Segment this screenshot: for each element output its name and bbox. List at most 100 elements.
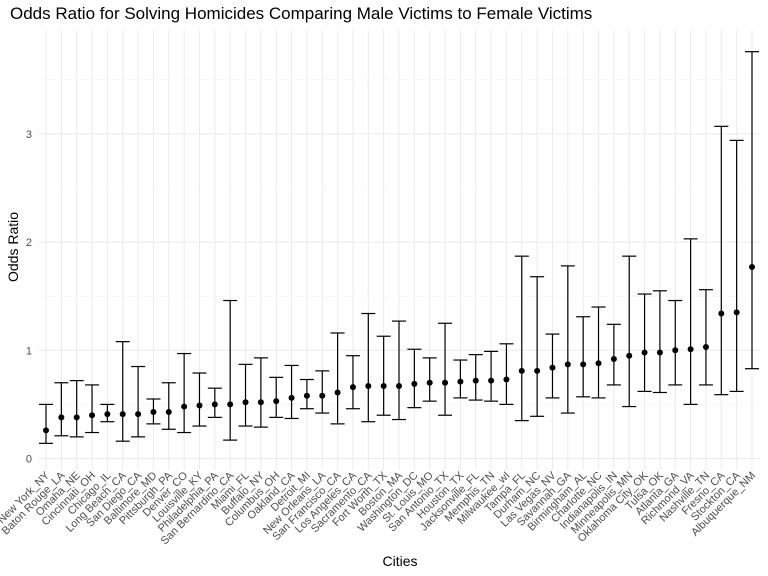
odds-ratio-point [396, 383, 402, 390]
odds-ratio-point [718, 310, 725, 317]
odds-ratio-point [457, 378, 464, 385]
y-tick-label: 1 [26, 345, 32, 357]
error-bar [468, 354, 483, 401]
error-bar [131, 365, 146, 438]
error-bar [499, 343, 514, 405]
error-bar [253, 357, 268, 428]
odds-ratio-point [488, 377, 495, 384]
y-tick-label: 3 [26, 129, 32, 141]
odds-ratio-points [43, 263, 755, 434]
odds-ratio-point [656, 349, 663, 356]
odds-ratio-point [119, 411, 126, 418]
error-bar [192, 372, 207, 427]
odds-ratio-point [626, 352, 633, 359]
odds-ratio-point [135, 411, 142, 418]
odds-ratio-point [610, 355, 617, 362]
odds-ratio-point [288, 394, 295, 401]
error-bar [668, 299, 683, 386]
error-bar [652, 290, 667, 394]
y-tick-label: 2 [26, 237, 32, 249]
odds-ratio-point [303, 392, 310, 399]
odds-ratio-point [73, 414, 80, 421]
error-bar [514, 255, 529, 422]
odds-ratio-point [442, 379, 449, 386]
error-bar [530, 276, 545, 417]
error-bar [683, 238, 698, 405]
error-bar [484, 350, 499, 402]
error-bar [745, 51, 759, 370]
odds-ratio-point [165, 408, 172, 415]
error-bar [361, 312, 376, 423]
odds-ratio-point [641, 349, 648, 356]
error-bar [315, 370, 330, 414]
error-bar [223, 299, 238, 441]
error-bar [284, 364, 299, 420]
error-bar [438, 322, 453, 416]
odds-ratio-point [334, 389, 341, 396]
error-bar [392, 320, 406, 421]
odds-ratio-point [580, 361, 587, 368]
error-bar [39, 403, 53, 444]
odds-ratio-point [89, 412, 96, 419]
odds-ratio-point [257, 399, 264, 406]
odds-ratio-point [58, 414, 65, 421]
odds-ratio-point [687, 346, 694, 353]
odds-ratio-point [472, 377, 479, 384]
error-bars [39, 51, 759, 444]
error-bar [177, 352, 192, 434]
error-bar [729, 139, 744, 393]
odds-ratio-point [702, 344, 709, 351]
y-axis-ticks: 0 1 2 3 [26, 129, 32, 466]
y-axis-title: Odds Ratio [5, 212, 21, 282]
error-bar [407, 348, 422, 409]
error-bar [161, 382, 176, 430]
error-bar [238, 363, 253, 427]
odds-ratio-point [211, 401, 218, 408]
odds-ratio-point [242, 399, 249, 406]
error-bar [422, 357, 437, 402]
odds-ratio-point [733, 309, 740, 316]
odds-ratio-point [503, 376, 510, 383]
odds-ratio-point [273, 398, 280, 405]
odds-ratio-point [518, 367, 525, 374]
odds-ratio-point [43, 427, 49, 434]
odds-ratio-point [150, 408, 157, 415]
error-bar [698, 289, 713, 386]
odds-ratio-point [564, 361, 571, 368]
odds-ratio-point [380, 383, 387, 390]
error-bar [330, 332, 345, 425]
odds-ratio-point [411, 380, 418, 387]
error-bar [345, 355, 360, 410]
y-tick-label: 0 [26, 454, 32, 466]
error-bar [591, 306, 606, 399]
x-axis-title: Cities [382, 553, 417, 569]
error-bar [576, 316, 591, 398]
odds-ratio-point [672, 347, 679, 354]
error-bar [69, 379, 84, 438]
odds-ratio-point [319, 392, 326, 399]
error-bar [560, 265, 575, 414]
error-bar [54, 382, 69, 437]
odds-ratio-point [595, 360, 602, 367]
odds-ratio-point [534, 367, 541, 374]
odds-ratio-point [104, 411, 111, 418]
odds-ratio-point [549, 364, 556, 371]
odds-ratio-point [749, 263, 755, 270]
error-bar [637, 293, 652, 393]
chart-title: Odds Ratio for Solving Homicides Compari… [10, 4, 592, 23]
error-bar [714, 125, 729, 396]
odds-ratio-point [196, 402, 203, 409]
error-bar [115, 341, 130, 442]
error-bar [269, 376, 284, 418]
odds-ratio-point [349, 384, 356, 391]
odds-ratio-point [227, 401, 234, 408]
error-bar [622, 255, 637, 408]
odds-ratio-point [365, 383, 372, 390]
error-bar [376, 335, 391, 416]
error-bar [85, 384, 100, 434]
error-bar [606, 323, 621, 386]
odds-ratio-point [426, 379, 433, 386]
odds-ratio-point [181, 403, 188, 410]
